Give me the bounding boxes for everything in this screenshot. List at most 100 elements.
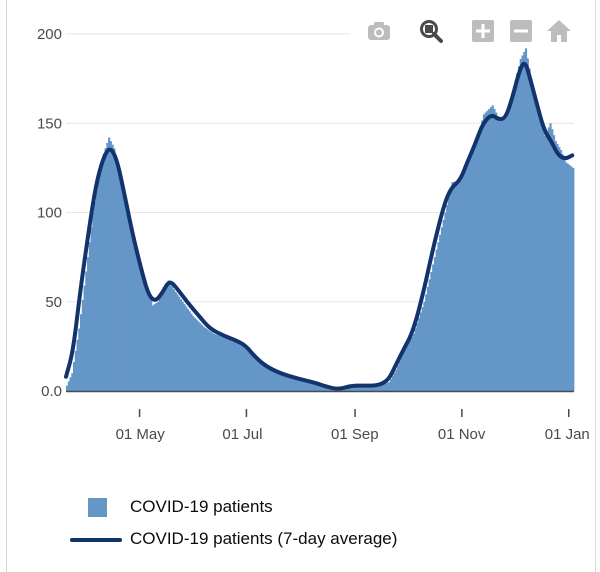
bar: [200, 324, 204, 391]
bar: [230, 340, 233, 391]
bar: [379, 385, 382, 391]
bar: [475, 138, 479, 391]
bar: [136, 248, 139, 391]
x-axis: 01 May 01 Jul 01 Sep 01 Nov 01 Jan: [66, 390, 590, 443]
bar: [251, 354, 254, 391]
bar: [192, 316, 195, 391]
bar: [349, 386, 352, 391]
y-axis: 0.0 50 100 150 200: [37, 26, 62, 400]
bar: [312, 383, 316, 391]
bar: [484, 112, 487, 391]
bar: [185, 306, 188, 391]
bar: [134, 241, 137, 391]
zoom-icon: [420, 20, 443, 43]
bar: [132, 233, 135, 391]
bar: [204, 327, 207, 391]
legend-swatch-bar: [88, 498, 107, 517]
legend-item-bars[interactable]: COVID-19 patients: [70, 494, 490, 524]
bar: [367, 385, 370, 391]
y-tick-label: 150: [37, 115, 62, 132]
bar: [505, 114, 508, 391]
x-tick-label: 01 Sep: [331, 426, 379, 443]
bar: [304, 380, 307, 391]
reset-axes-button[interactable]: [546, 18, 572, 44]
bar: [270, 370, 274, 391]
bar: [190, 313, 193, 391]
bar: [206, 329, 209, 391]
bar: [225, 338, 228, 391]
legend-item-line[interactable]: COVID-19 patients (7-day average): [70, 526, 490, 556]
bar: [538, 112, 542, 391]
camera-icon: [368, 22, 390, 40]
bar: [355, 385, 358, 391]
bar: [115, 156, 118, 391]
bar: [150, 299, 153, 391]
bar: [83, 285, 86, 391]
bar: [526, 58, 529, 392]
bar: [556, 144, 559, 391]
bar: [111, 144, 114, 391]
x-tick-label: 01 Jul: [222, 426, 262, 443]
bar: [533, 92, 536, 391]
bar: [235, 342, 239, 391]
bar: [530, 78, 533, 391]
bar: [277, 374, 281, 391]
zoom-out-icon: [510, 20, 532, 42]
bar: [179, 299, 183, 391]
bar: [433, 257, 437, 391]
bar: [509, 100, 512, 391]
bar: [323, 386, 326, 391]
bar: [155, 302, 158, 391]
zoom-out-button[interactable]: [508, 18, 534, 44]
bar: [363, 385, 366, 391]
chart-frame: [6, 0, 596, 572]
bar: [412, 333, 415, 391]
bar: [241, 345, 244, 391]
bar: [298, 379, 302, 391]
bar: [461, 175, 465, 391]
bar: [232, 341, 235, 391]
bar: [73, 361, 76, 391]
bar: [447, 197, 451, 391]
bar: [414, 328, 417, 391]
bar: [390, 378, 393, 391]
bar: [276, 373, 279, 391]
camera-button[interactable]: [366, 18, 392, 44]
bar: [106, 142, 109, 391]
zoom-in-button[interactable]: [470, 18, 496, 44]
zoom-button[interactable]: [418, 18, 444, 44]
bar: [398, 360, 401, 391]
bar: [144, 281, 147, 391]
bar: [467, 162, 470, 391]
bar: [246, 348, 249, 391]
bar: [87, 257, 90, 391]
bar: [572, 167, 575, 391]
bar: [372, 385, 375, 391]
bar: [356, 385, 359, 391]
bar: [426, 286, 430, 391]
bar: [531, 85, 535, 391]
bar: [234, 342, 237, 391]
bar: [453, 181, 456, 391]
bar: [435, 249, 438, 391]
bar: [228, 339, 232, 391]
bar: [283, 375, 286, 391]
bar: [148, 293, 151, 391]
bar: [411, 336, 414, 391]
bar: [516, 73, 519, 392]
bar: [500, 118, 503, 391]
bar: [69, 377, 72, 391]
bar: [186, 308, 190, 391]
bar: [209, 331, 212, 391]
bar: [561, 154, 564, 391]
bar: [244, 347, 247, 391]
bar: [558, 147, 561, 391]
bar: [174, 291, 177, 391]
bar: [444, 212, 447, 391]
bar: [535, 98, 538, 392]
bar: [248, 350, 251, 391]
y-tick-label: 100: [37, 205, 62, 222]
bar: [139, 262, 142, 391]
bar: [523, 51, 526, 391]
bar: [218, 335, 221, 391]
